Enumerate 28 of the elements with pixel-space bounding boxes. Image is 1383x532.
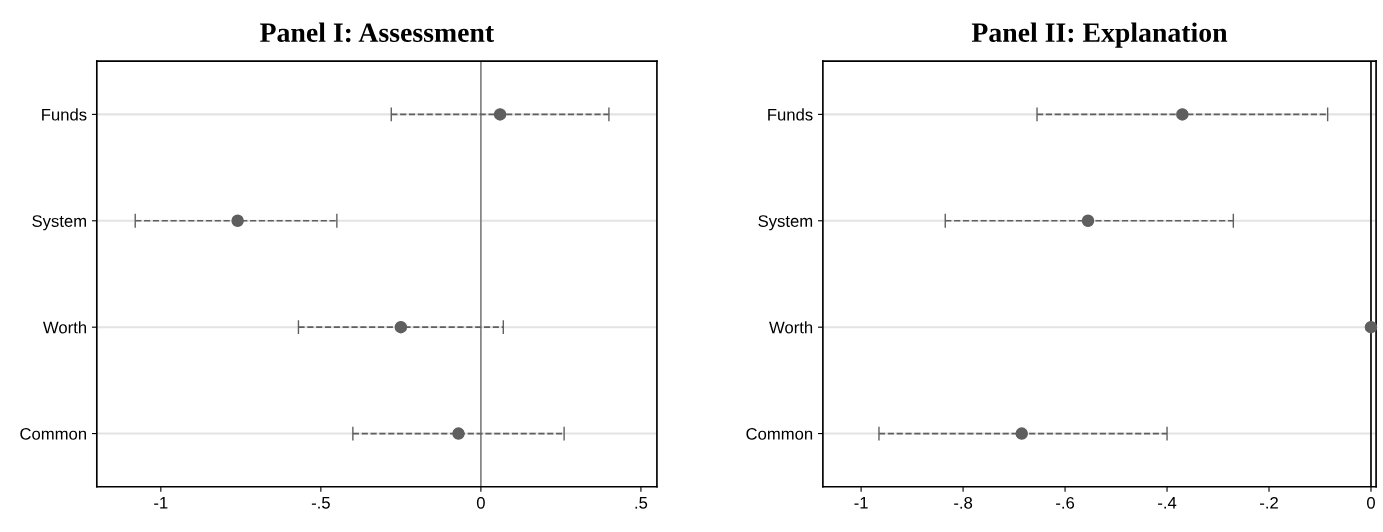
y-tick-label: Common xyxy=(746,427,813,440)
chart-title: Panel I: Assessment xyxy=(260,22,495,43)
point xyxy=(493,108,507,121)
y-tick-label: Worth xyxy=(43,321,87,334)
y-tick-label: Funds xyxy=(768,108,813,121)
y-tick-label: Funds xyxy=(42,108,87,121)
point xyxy=(394,320,408,334)
point xyxy=(452,427,465,440)
x-tick-label: -.4 xyxy=(1158,497,1177,509)
x-tick-label: 0 xyxy=(1367,496,1375,509)
x-tick-label: -.6 xyxy=(1056,496,1075,509)
y-tick-label: Common xyxy=(20,427,87,440)
x-tick-label: -1 xyxy=(854,497,868,509)
x-tick-label: -1 xyxy=(154,497,168,509)
y-tick-label: System xyxy=(758,215,813,231)
point xyxy=(1015,427,1028,440)
point xyxy=(1176,108,1189,121)
x-tick-label: 0 xyxy=(476,496,485,509)
y-tick-label: System xyxy=(32,215,86,231)
point xyxy=(231,214,244,228)
point xyxy=(1081,214,1095,228)
x-tick-label: -.5 xyxy=(311,497,330,509)
x-tick-label: -.8 xyxy=(954,496,973,509)
x-tick-label: .5 xyxy=(635,497,648,509)
x-tick-label: -.2 xyxy=(1260,496,1278,509)
point xyxy=(1364,320,1378,334)
chart-title: Panel II: Explanation xyxy=(971,22,1228,48)
y-tick-label: Worth xyxy=(769,321,813,334)
